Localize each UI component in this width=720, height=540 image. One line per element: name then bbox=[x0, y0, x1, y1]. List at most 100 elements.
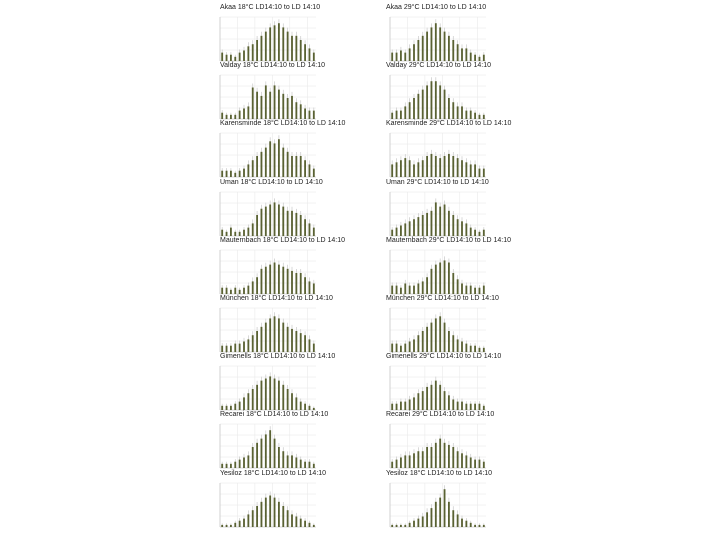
bar bbox=[452, 509, 455, 527]
bar bbox=[430, 27, 433, 61]
bar bbox=[404, 158, 407, 178]
bar bbox=[312, 168, 315, 178]
bar bbox=[238, 459, 241, 469]
bar bbox=[465, 285, 468, 294]
bar bbox=[395, 110, 398, 120]
bar bbox=[312, 283, 315, 294]
bar bbox=[426, 156, 429, 178]
bar bbox=[461, 220, 463, 236]
bar bbox=[264, 378, 267, 411]
bar bbox=[260, 438, 263, 469]
bar bbox=[478, 168, 481, 178]
chart-title: Mauternbach 18°C LD14:10 to LD 14:10 bbox=[220, 236, 345, 244]
bar bbox=[291, 156, 293, 178]
bar bbox=[269, 376, 272, 411]
bar bbox=[461, 106, 463, 120]
bar bbox=[478, 231, 481, 236]
bar bbox=[286, 509, 289, 527]
bar bbox=[225, 345, 228, 352]
bar bbox=[277, 501, 280, 527]
bar bbox=[234, 287, 237, 294]
bar bbox=[269, 141, 272, 178]
bar bbox=[304, 462, 307, 469]
bar bbox=[291, 393, 293, 411]
bar bbox=[456, 451, 459, 469]
bar bbox=[304, 218, 307, 236]
bar bbox=[282, 505, 285, 527]
bar bbox=[408, 285, 411, 294]
bar bbox=[260, 268, 263, 294]
bar bbox=[452, 399, 455, 411]
bar bbox=[456, 44, 459, 61]
bar bbox=[474, 287, 477, 294]
bar bbox=[299, 40, 302, 61]
bar bbox=[247, 106, 250, 120]
bar bbox=[264, 266, 267, 294]
bar bbox=[291, 328, 293, 352]
bar bbox=[417, 451, 420, 469]
bar bbox=[461, 341, 463, 352]
bar bbox=[478, 459, 481, 469]
bar bbox=[273, 85, 276, 120]
bar bbox=[439, 27, 442, 61]
bar bbox=[426, 387, 429, 411]
bar bbox=[474, 459, 477, 469]
bar bbox=[295, 457, 298, 469]
bar bbox=[404, 52, 407, 61]
bar bbox=[229, 524, 232, 527]
bar bbox=[225, 171, 228, 178]
bar bbox=[299, 401, 302, 411]
bar bbox=[482, 168, 485, 178]
bar bbox=[256, 91, 259, 120]
bar bbox=[256, 156, 259, 178]
bar bbox=[465, 48, 468, 61]
bar bbox=[434, 318, 437, 352]
bar bbox=[456, 401, 459, 411]
bar bbox=[312, 524, 315, 527]
bar bbox=[308, 110, 311, 120]
bar bbox=[465, 343, 468, 352]
bar bbox=[399, 457, 402, 469]
bar bbox=[465, 110, 468, 120]
bar bbox=[238, 343, 241, 352]
chart-panel: Gimenells 18°C LD14:10 to LD 14:10 bbox=[219, 353, 335, 411]
chart-panel: Akaa 29°C LD14:10 to LD 14:10 bbox=[386, 4, 486, 62]
bar bbox=[413, 44, 415, 61]
chart-title: Recarei 29°C LD14:10 to LD 14:10 bbox=[386, 411, 495, 419]
bar bbox=[277, 23, 280, 61]
bar bbox=[452, 335, 455, 352]
bar bbox=[465, 222, 468, 236]
bar bbox=[426, 31, 429, 61]
bar bbox=[443, 488, 446, 527]
bar bbox=[243, 457, 245, 469]
bar bbox=[221, 112, 224, 120]
bar bbox=[469, 52, 472, 61]
bar bbox=[443, 443, 446, 469]
bar bbox=[221, 524, 224, 527]
bar bbox=[417, 216, 420, 236]
bar bbox=[404, 401, 407, 411]
bar bbox=[413, 397, 415, 411]
bar bbox=[273, 262, 276, 294]
bar bbox=[391, 343, 394, 352]
bar bbox=[256, 505, 259, 527]
bar bbox=[482, 462, 485, 469]
bar bbox=[295, 397, 298, 411]
bar bbox=[304, 403, 307, 411]
bar bbox=[295, 331, 298, 352]
bar bbox=[404, 106, 407, 120]
bar bbox=[304, 520, 307, 527]
bar bbox=[421, 89, 424, 120]
bar bbox=[304, 44, 307, 61]
chart-panel: München 29°C LD14:10 to LD 14:10 bbox=[386, 295, 499, 353]
bar bbox=[247, 164, 250, 178]
chart-title: Uman 29°C LD14:10 to LD 14:10 bbox=[386, 178, 489, 186]
bar bbox=[282, 322, 285, 352]
chart-plot bbox=[219, 482, 316, 527]
bar bbox=[234, 231, 237, 236]
chart-plot bbox=[389, 307, 486, 353]
bar bbox=[308, 164, 311, 178]
bar bbox=[264, 147, 267, 178]
bar bbox=[291, 35, 293, 61]
bar bbox=[234, 462, 237, 469]
